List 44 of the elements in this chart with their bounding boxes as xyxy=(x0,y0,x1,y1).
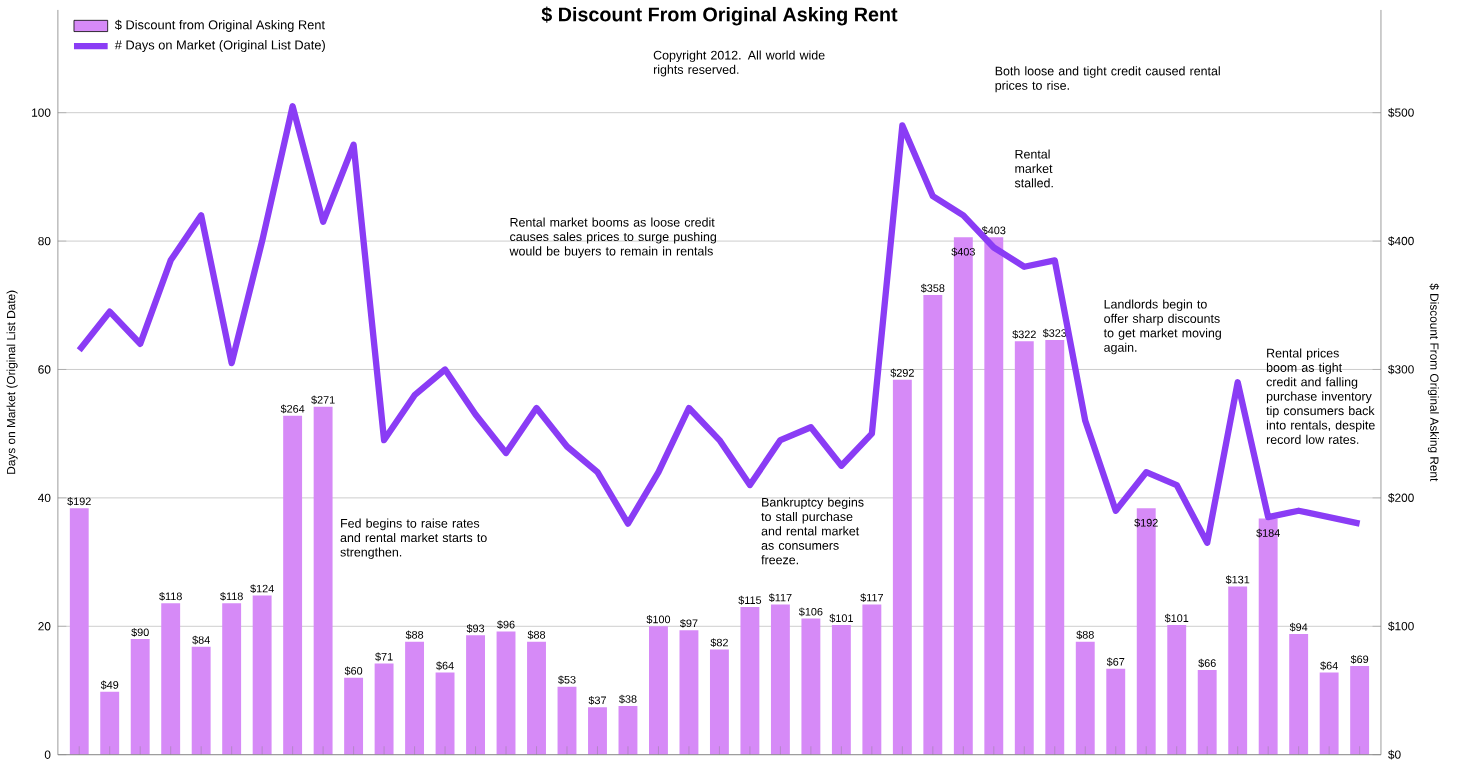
bar xyxy=(588,706,607,755)
bar xyxy=(649,626,668,755)
chart-title: $ Discount From Original Asking Rent xyxy=(541,6,898,26)
bar xyxy=(374,663,394,755)
bar xyxy=(984,236,1004,755)
bar xyxy=(1197,669,1217,755)
bar xyxy=(923,294,943,755)
bar xyxy=(1319,672,1339,755)
bar xyxy=(252,595,272,755)
bar xyxy=(557,686,577,755)
bar xyxy=(100,691,120,755)
bar xyxy=(161,602,181,755)
bar xyxy=(435,672,455,755)
bar xyxy=(405,641,425,755)
bar xyxy=(191,646,211,755)
bar xyxy=(344,677,364,755)
bar xyxy=(466,635,485,755)
bar xyxy=(709,649,729,755)
bar xyxy=(1106,668,1126,755)
bar xyxy=(862,604,882,755)
bar xyxy=(770,604,790,755)
bar xyxy=(1167,624,1187,755)
bar xyxy=(831,624,851,755)
bar xyxy=(283,415,303,755)
bar xyxy=(130,638,150,755)
bar xyxy=(1289,633,1309,755)
bar xyxy=(801,618,821,755)
bar xyxy=(953,236,973,755)
bar xyxy=(69,507,89,755)
bar xyxy=(1228,586,1248,755)
bar xyxy=(1075,641,1095,755)
bar xyxy=(1350,665,1370,755)
bar xyxy=(679,629,699,755)
bar xyxy=(1014,340,1034,755)
bar xyxy=(892,379,912,755)
bar xyxy=(740,606,760,755)
bar xyxy=(313,406,333,755)
bar xyxy=(618,705,638,755)
bar xyxy=(527,641,546,755)
bar xyxy=(496,631,516,755)
bar xyxy=(1045,339,1065,755)
bar xyxy=(1136,507,1156,755)
bar xyxy=(1258,518,1278,755)
bar xyxy=(222,602,242,755)
